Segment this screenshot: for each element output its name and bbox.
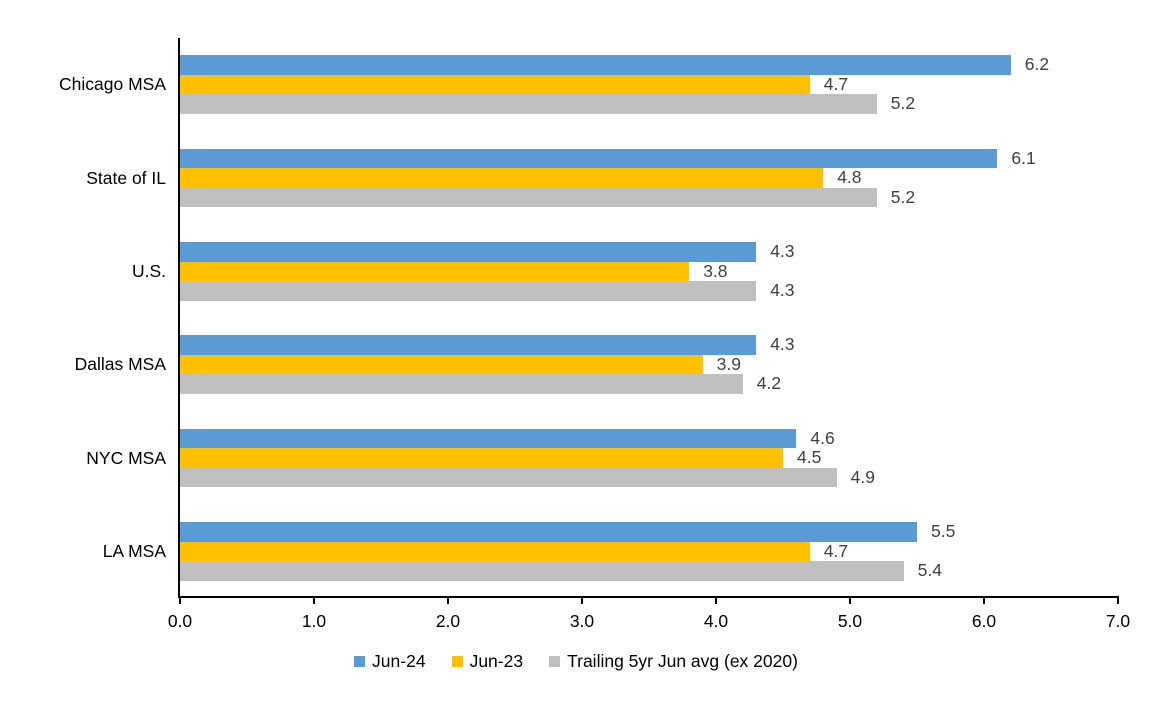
- x-axis-tick: [313, 598, 315, 604]
- bar: [180, 374, 743, 394]
- x-axis-tick: [179, 598, 181, 604]
- bar: [180, 448, 783, 468]
- category-label: Dallas MSA: [74, 354, 166, 375]
- bar: [180, 55, 1011, 75]
- bar-value-label: 4.9: [850, 466, 875, 487]
- x-axis-line: [178, 596, 1119, 598]
- bar: [180, 261, 690, 282]
- legend-item: Jun-23: [451, 651, 524, 672]
- bar: [180, 561, 904, 581]
- x-axis-tick-label: 5.0: [837, 611, 863, 631]
- x-axis-tick-label: 3.0: [569, 611, 595, 631]
- x-axis-tick-label: 0.0: [167, 611, 193, 631]
- bar-value-label: 6.2: [1024, 54, 1050, 75]
- legend-label: Jun-23: [469, 651, 524, 671]
- bar-value-label: 4.3: [770, 280, 795, 301]
- bar-value-label: 4.7: [823, 73, 849, 94]
- legend-swatch-icon: [354, 656, 366, 667]
- x-axis-tick: [447, 598, 449, 604]
- x-axis-tick: [1117, 598, 1119, 604]
- bar: [180, 168, 824, 188]
- bar-value-label: 4.3: [770, 334, 795, 355]
- x-axis-tick-label: 1.0: [301, 611, 327, 631]
- x-axis-tick-label: 4.0: [703, 611, 729, 631]
- bar: [180, 74, 810, 95]
- x-axis-tick-label: 6.0: [971, 611, 997, 631]
- bar: [180, 522, 917, 542]
- category-label: State of IL: [86, 167, 166, 188]
- bar: [180, 354, 703, 375]
- x-axis-tick: [983, 598, 985, 604]
- bar-value-label: 3.9: [716, 353, 741, 374]
- y-axis-line: [178, 38, 180, 598]
- bar: [180, 281, 757, 301]
- category-label: Chicago MSA: [59, 74, 166, 95]
- bar: [180, 467, 837, 488]
- bar-value-label: 5.2: [890, 93, 916, 114]
- x-axis-tick: [849, 598, 851, 604]
- x-axis-tick: [581, 598, 583, 604]
- x-axis-tick-label: 2.0: [435, 611, 461, 631]
- bar: [180, 94, 877, 114]
- bar: [180, 541, 810, 562]
- bar: [180, 242, 757, 262]
- legend-swatch-icon: [451, 656, 463, 667]
- x-axis-tick: [715, 598, 717, 604]
- bar: [180, 428, 797, 449]
- bar-value-label: 4.6: [810, 427, 835, 448]
- legend-label: Jun-24: [372, 651, 426, 671]
- bar: [180, 148, 998, 169]
- bar-value-label: 3.8: [703, 260, 728, 281]
- bar-value-label: 5.5: [931, 521, 956, 542]
- legend-item: Jun-24: [354, 651, 426, 672]
- bar-value-label: 4.5: [797, 447, 822, 468]
- x-axis-tick-label: 7.0: [1105, 611, 1131, 631]
- category-label: LA MSA: [102, 540, 166, 561]
- legend-label: Trailing 5yr Jun avg (ex 2020): [567, 651, 798, 671]
- bar-value-label: 4.8: [837, 167, 862, 188]
- category-label: NYC MSA: [86, 447, 166, 468]
- bar: [180, 187, 877, 208]
- bar-value-label: 4.3: [770, 241, 795, 262]
- bar-value-label: 6.1: [1011, 147, 1036, 168]
- bar-value-label: 4.2: [756, 373, 782, 394]
- category-label: U.S.: [131, 260, 166, 281]
- bar-value-label: 4.7: [823, 540, 849, 561]
- legend-swatch-icon: [549, 656, 561, 667]
- bar-value-label: 5.4: [917, 560, 942, 581]
- legend: Jun-24 Jun-23 Trailing 5yr Jun avg (ex 202…: [0, 651, 1152, 672]
- bar-value-label: 5.2: [890, 186, 916, 207]
- legend-item: Trailing 5yr Jun avg (ex 2020): [549, 651, 798, 672]
- bar: [180, 335, 757, 355]
